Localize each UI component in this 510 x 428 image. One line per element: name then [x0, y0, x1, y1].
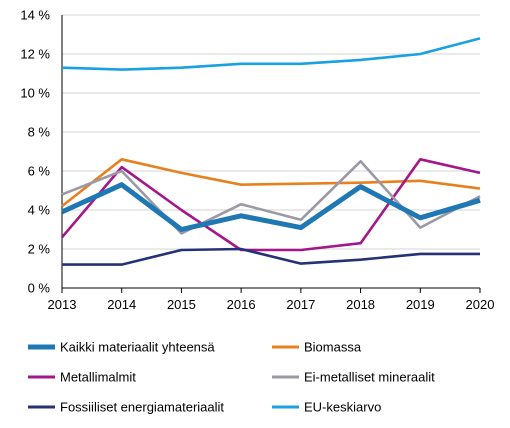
series-line [61, 160, 481, 235]
legend-label: Kaikki materiaalit yhteensä [60, 340, 215, 355]
x-tick-label: 2014 [107, 297, 136, 312]
y-tick-label: 6 % [28, 164, 51, 179]
legend-label: EU-keskiarvo [304, 400, 381, 415]
legend-label: Metallimalmit [60, 370, 136, 385]
x-tick-labels: 2013 2014 2015 2016 2017 2018 2019 2020 [48, 297, 495, 312]
x-tick-label: 2016 [227, 297, 256, 312]
y-tick-label: 0 % [28, 281, 51, 296]
y-tick-label: 2 % [28, 242, 51, 257]
legend-label: Ei-metalliset mineraalit [304, 370, 435, 385]
x-tick-label: 2013 [48, 297, 77, 312]
axes [61, 15, 481, 293]
x-tick-label: 2015 [167, 297, 196, 312]
series-line [61, 158, 481, 252]
x-tick-label: 2017 [286, 297, 315, 312]
y-tick-label: 14 % [20, 8, 50, 23]
series-lines [60, 37, 481, 266]
series-line [61, 37, 481, 71]
legend: Kaikki materiaalit yhteensä Biomassa Metal… [28, 340, 435, 415]
y-tick-label: 8 % [28, 125, 51, 140]
y-tick-labels: 0 % 2 % 4 % 6 % 8 % 10 % 12 % 14 % [20, 8, 50, 296]
x-tick-label: 2018 [346, 297, 375, 312]
x-tick-label: 2019 [406, 297, 435, 312]
legend-label: Fossiiliset energiamateriaalit [60, 400, 224, 415]
series-line [61, 158, 481, 208]
gridlines [62, 14, 480, 250]
y-tick-label: 12 % [20, 47, 50, 62]
x-tick-label: 2020 [466, 297, 495, 312]
y-tick-label: 10 % [20, 86, 50, 101]
series-line [60, 182, 481, 232]
y-tick-label: 4 % [28, 203, 51, 218]
legend-label: Biomassa [304, 340, 362, 355]
series-line [62, 247, 480, 266]
